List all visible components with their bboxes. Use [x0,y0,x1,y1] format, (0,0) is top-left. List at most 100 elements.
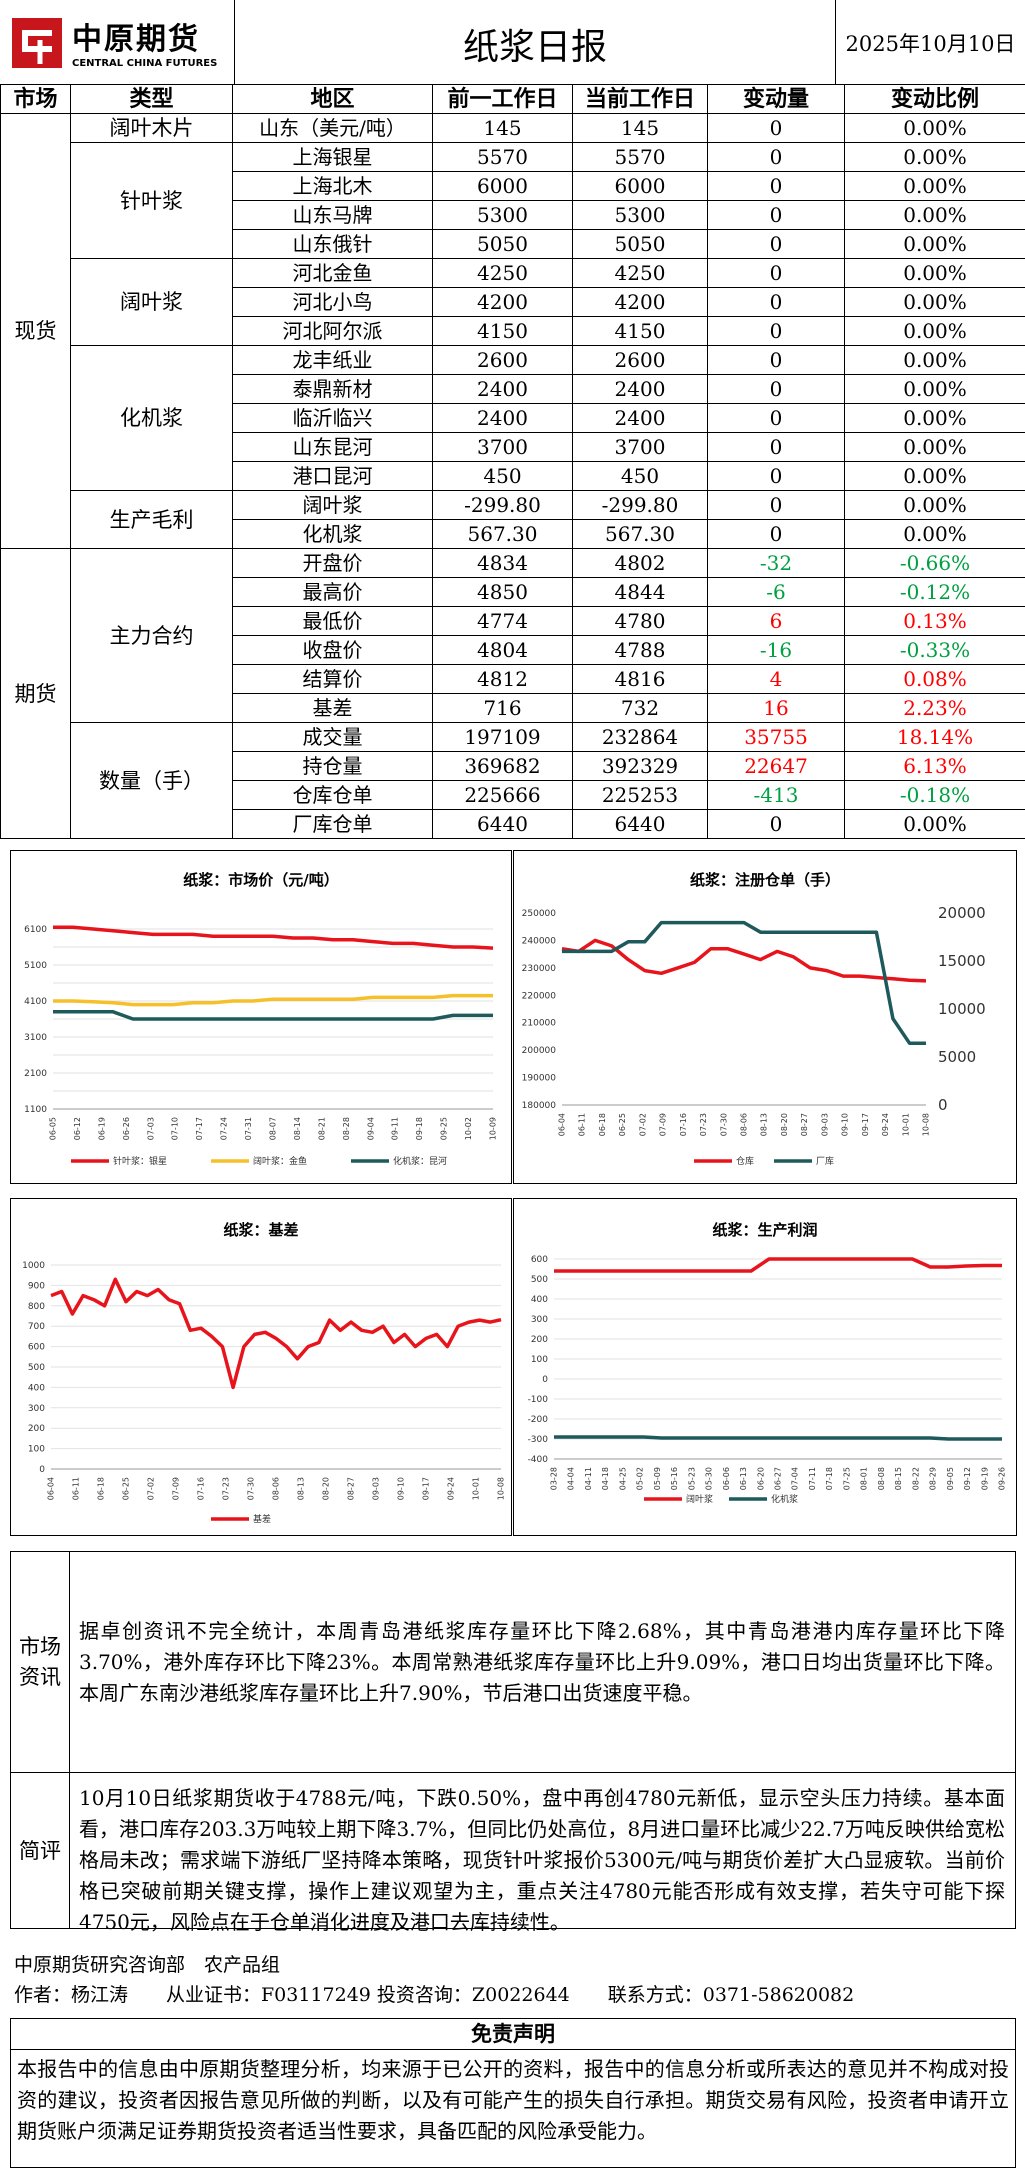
area-cell: 龙丰纸业 [232,345,433,375]
curr-cell: 6440 [572,809,708,839]
area-cell: 上海银星 [232,142,433,172]
curr-cell: 4250 [572,258,708,288]
x-tick-label: 08-29 [929,1467,938,1490]
y-right-tick-label: 15000 [938,952,986,970]
legend-label: 针叶浆：银星 [113,1155,167,1167]
x-tick-label: 09-24 [447,1477,456,1500]
curr-cell: 5570 [572,142,708,172]
x-tick-label: 07-11 [808,1467,817,1490]
table-header-row: 市场 类型 地区 前一工作日 当前工作日 变动量 变动比例 [0,84,1025,114]
x-tick-label: 07-04 [791,1467,800,1490]
y-tick-label: -200 [528,1415,549,1425]
x-tick-label: 08-15 [894,1467,903,1490]
x-tick-label: 05-23 [687,1467,696,1490]
table-row: 仓库仓单 225666 225253 -413 -0.18% [1,780,1025,810]
chg-cell: 35755 [707,722,845,752]
chg-cell: 0 [707,403,845,433]
chg-cell: 0 [707,809,845,839]
x-tick-label: 08-27 [800,1113,809,1136]
x-tick-label: 08-27 [347,1477,356,1500]
market-info-label: 市场 资讯 [11,1552,70,1772]
type-cell: 数量（手） [70,722,233,839]
area-cell: 山东俄针 [232,229,433,259]
prev-cell: 197109 [432,722,573,752]
prev-cell: 567.30 [432,519,573,549]
type-cell: 针叶浆 [70,142,233,259]
series-line-0 [53,925,494,950]
title-divider [835,0,836,84]
y-tick-label: 500 [28,1363,45,1373]
series-line-1 [554,1435,1002,1441]
chg-cell: 16 [707,693,845,723]
prev-cell: 2400 [432,403,573,433]
x-tick-label: 10-01 [901,1113,910,1136]
pct-cell: 0.00% [844,490,1025,520]
y-tick-label: 5100 [24,961,47,971]
y-right-tick-label: 5000 [938,1048,976,1066]
pct-cell: 0.00% [844,809,1025,839]
x-tick-label: 04-11 [584,1467,593,1490]
curr-cell: 145 [572,113,708,143]
legend-label: 阔叶浆 [686,1493,713,1505]
area-cell: 基差 [232,693,433,723]
x-tick-label: 07-18 [825,1467,834,1490]
curr-cell: 5050 [572,229,708,259]
prev-cell: 225666 [432,780,573,810]
market-info-section: 市场 资讯 据卓创资讯不完全统计，本周青岛港纸浆库存量环比下降2.68%，其中青… [10,1551,1016,1773]
prev-cell: 4850 [432,577,573,607]
series-line-0 [554,1257,1002,1273]
x-tick-label: 03-28 [550,1467,559,1490]
column-header: 市场 [0,84,71,114]
area-cell: 收盘价 [232,635,433,665]
x-tick-label: 08-01 [860,1467,869,1490]
area-cell: 泰鼎新材 [232,374,433,404]
prev-cell: 6000 [432,171,573,201]
table-row: 上海北木 6000 6000 0 0.00% [1,171,1025,201]
table-row: 厂库仓单 6440 6440 0 0.00% [1,809,1025,839]
x-tick-label: 09-17 [422,1477,431,1500]
curr-cell: 2400 [572,374,708,404]
curr-cell: 6000 [572,171,708,201]
chg-cell: 0 [707,316,845,346]
curr-cell: 4780 [572,606,708,636]
x-tick-label: 06-25 [618,1113,627,1136]
x-tick-label: 07-25 [842,1467,851,1490]
prev-cell: 4200 [432,287,573,317]
y-tick-label: 180000 [522,1101,557,1111]
table-row: 最低价 4774 4780 6 0.13% [1,606,1025,636]
type-cell: 生产毛利 [70,490,233,549]
x-tick-label: 08-06 [740,1113,749,1136]
y-tick-label: 300 [28,1404,45,1414]
pct-cell: 0.00% [844,229,1025,259]
curr-cell: 4788 [572,635,708,665]
x-tick-label: 07-02 [638,1113,647,1136]
disclaimer-section: 免责声明 本报告中的信息由中原期货整理分析，均来源于已公开的资料，报告中的信息分… [10,2018,1016,2168]
chart-production-profit-svg: 600 500 400 300 200 100 0 -100 -200 -300 -40003-28… [528,1255,1007,1505]
x-tick-label: 06-05 [49,1117,58,1140]
y-tick-label: 800 [28,1302,45,1312]
y-tick-label: -100 [528,1395,549,1405]
legend-label: 化机浆：昆河 [393,1155,447,1167]
table-row: 收盘价 4804 4788 -16 -0.33% [1,635,1025,665]
pct-cell: 0.00% [844,171,1025,201]
prev-cell: 145 [432,113,573,143]
report-title: 纸浆日报 [462,27,607,68]
y-tick-label: 1100 [24,1105,47,1115]
pct-cell: -0.12% [844,577,1025,607]
chg-cell: 0 [707,461,845,491]
x-tick-label: 09-17 [861,1113,870,1136]
x-tick-label: 07-23 [699,1113,708,1136]
curr-cell: 225253 [572,780,708,810]
x-tick-label: 09-24 [881,1113,890,1136]
area-cell: 成交量 [232,722,433,752]
x-tick-label: 08-07 [269,1117,278,1140]
chart-warehouse-receipts: 纸浆：注册仓单（手） 250000 240000 230000 220000 21000… [513,850,1017,1184]
chg-cell: -6 [707,577,845,607]
chart-warehouse-receipts-svg: 2500002400002300002200002100002000001900… [522,904,986,1167]
area-cell: 山东昆河 [232,432,433,462]
legend-label: 仓库 [736,1155,754,1167]
curr-cell: 3700 [572,432,708,462]
x-tick-label: 08-20 [322,1477,331,1500]
